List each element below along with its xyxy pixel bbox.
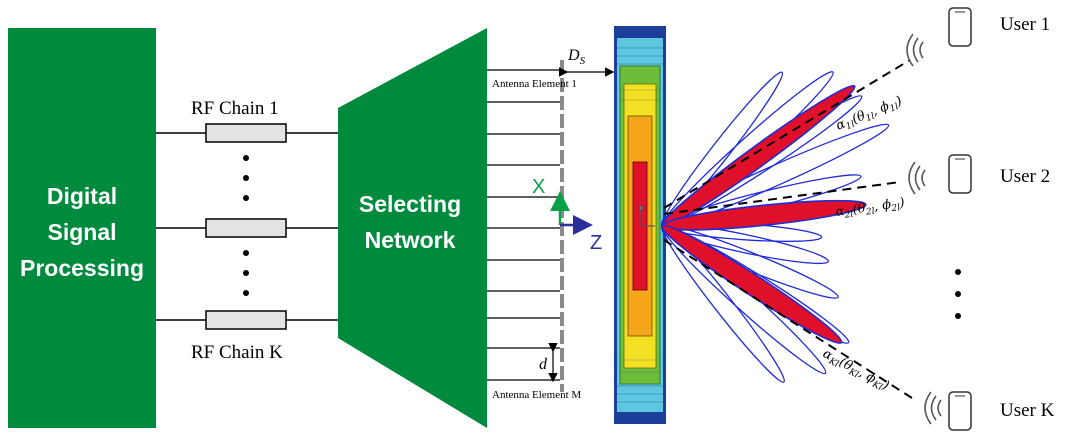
- user-k-label: User K: [1000, 400, 1055, 421]
- user-2-label: User 2: [1000, 166, 1050, 187]
- rf-chain-mid-box: [205, 218, 287, 238]
- signal-icon: [906, 33, 924, 67]
- dsp-block: [8, 28, 156, 428]
- rf-chain-1-box: [205, 123, 287, 143]
- selecting-network-block: [338, 28, 487, 428]
- rf-chain-k-label: RF Chain K: [191, 342, 283, 363]
- phone-icon: [948, 391, 972, 431]
- d-spacing-label: d: [539, 356, 548, 373]
- user-1-direction: [663, 59, 911, 209]
- user-2-channel-label: α2l(θ2l, ϕ2l): [834, 195, 905, 222]
- antenna-element-m-label: Antenna Element M: [492, 389, 581, 401]
- rf-chain-boxes: [205, 123, 287, 330]
- rf-chain-k-box: [205, 310, 287, 330]
- ds-label: DS: [567, 47, 586, 67]
- rf-chain-1-label: RF Chain 1: [191, 98, 279, 119]
- ris-origin: [638, 205, 655, 227]
- phone-icon: [948, 7, 972, 47]
- user-k-channel-label: αKl(θKl, ϕKl): [819, 346, 891, 395]
- user-direction-lines: [663, 59, 913, 399]
- user-ellipsis-dots: [955, 269, 961, 319]
- antenna-element-1-label: Antenna Element 1: [492, 78, 577, 90]
- signal-icon: [924, 391, 942, 425]
- phone-icon: [948, 154, 972, 194]
- antenna-feed-lines: [487, 69, 560, 381]
- dsp-block-label: Digital Signal Processing: [20, 183, 144, 281]
- selecting-network-label: Selecting Network: [358, 191, 462, 253]
- user-k-direction: [663, 239, 913, 399]
- signal-icon: [908, 161, 926, 195]
- rf-chain-lines: [156, 132, 338, 321]
- beam-pattern: [660, 71, 890, 383]
- x-axis-label: X: [532, 176, 545, 198]
- user-1-label: User 1: [1000, 14, 1050, 35]
- z-axis-label: Z: [590, 232, 602, 254]
- user-2-direction: [663, 181, 901, 215]
- user-beam-lobe: [661, 224, 843, 344]
- rf-ellipsis-dots: [243, 155, 249, 296]
- ris-panel: [614, 26, 666, 424]
